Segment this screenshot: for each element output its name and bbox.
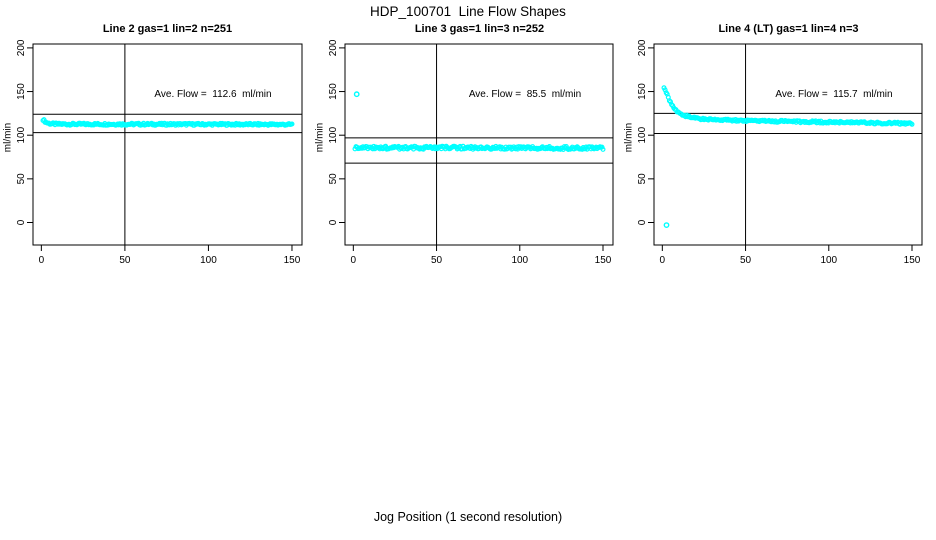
svg-text:200: 200	[637, 39, 648, 56]
svg-text:50: 50	[328, 173, 339, 185]
svg-text:200: 200	[328, 39, 339, 56]
panel-line3-ave-flow: Ave. Flow = 85.5 ml/min	[468, 89, 582, 100]
svg-text:100: 100	[200, 255, 217, 266]
svg-text:100: 100	[511, 255, 528, 266]
panel-line2-ylabel: ml/min	[2, 122, 14, 153]
svg-text:100: 100	[328, 126, 339, 143]
svg-text:50: 50	[740, 255, 752, 266]
svg-text:0: 0	[637, 219, 648, 225]
svg-text:150: 150	[284, 255, 301, 266]
panel-3-plot: 0 50 100 150 0 50 100 150 200	[637, 39, 923, 266]
panel-line4-ave-flow: Ave. Flow = 115.7 ml/min	[775, 89, 893, 100]
data-points	[661, 85, 915, 229]
reference-lines	[33, 44, 302, 245]
svg-text:0: 0	[16, 219, 27, 225]
plot-box	[32, 43, 303, 246]
axis-ticks: 0 50 100 150 0 50 100 150 200	[637, 39, 921, 266]
svg-text:100: 100	[16, 126, 27, 143]
svg-text:200: 200	[16, 39, 27, 56]
svg-text:150: 150	[16, 83, 27, 100]
panel-2-plot: 0 50 100 150 0 50 100 150 200	[328, 39, 614, 266]
reference-lines	[654, 44, 922, 245]
svg-text:150: 150	[637, 83, 648, 100]
figure-xlabel: Jog Position (1 second resolution)	[373, 510, 563, 524]
panel-line2-ave-flow: Ave. Flow = 112.6 ml/min	[154, 89, 272, 100]
svg-text:100: 100	[820, 255, 837, 266]
svg-text:50: 50	[431, 255, 443, 266]
panel-line4-title: Line 4 (LT) gas=1 lin=4 n=3	[718, 23, 859, 35]
axis-ticks: 0 50 100 150 0 50 100 150 200	[16, 39, 301, 266]
panel-1-plot: 0 50 100 150 0 50 100 150 200	[16, 39, 303, 266]
outlier-point	[663, 222, 670, 229]
plot-box	[653, 43, 923, 246]
panel-line4-ylabel: ml/min	[623, 122, 635, 153]
svg-text:150: 150	[328, 83, 339, 100]
data-points	[40, 117, 295, 128]
svg-text:150: 150	[595, 255, 612, 266]
svg-text:0: 0	[660, 255, 666, 266]
svg-text:50: 50	[119, 255, 131, 266]
reference-lines	[345, 44, 613, 245]
panel-line3-ylabel: ml/min	[314, 122, 326, 153]
svg-text:150: 150	[904, 255, 921, 266]
data-points	[352, 91, 606, 153]
figure-title: HDP_100701 Line Flow Shapes	[370, 4, 566, 19]
svg-text:0: 0	[39, 255, 45, 266]
panel-line2-title: Line 2 gas=1 lin=2 n=251	[102, 23, 233, 35]
axis-ticks: 0 50 100 150 0 50 100 150 200	[328, 39, 612, 266]
svg-text:50: 50	[637, 173, 648, 185]
svg-text:0: 0	[328, 219, 339, 225]
svg-text:0: 0	[351, 255, 357, 266]
svg-text:100: 100	[637, 126, 648, 143]
plot-box	[344, 43, 614, 246]
outlier-point	[353, 91, 360, 98]
panel-line3-title: Line 3 gas=1 lin=3 n=252	[414, 23, 545, 35]
svg-text:50: 50	[16, 173, 27, 185]
